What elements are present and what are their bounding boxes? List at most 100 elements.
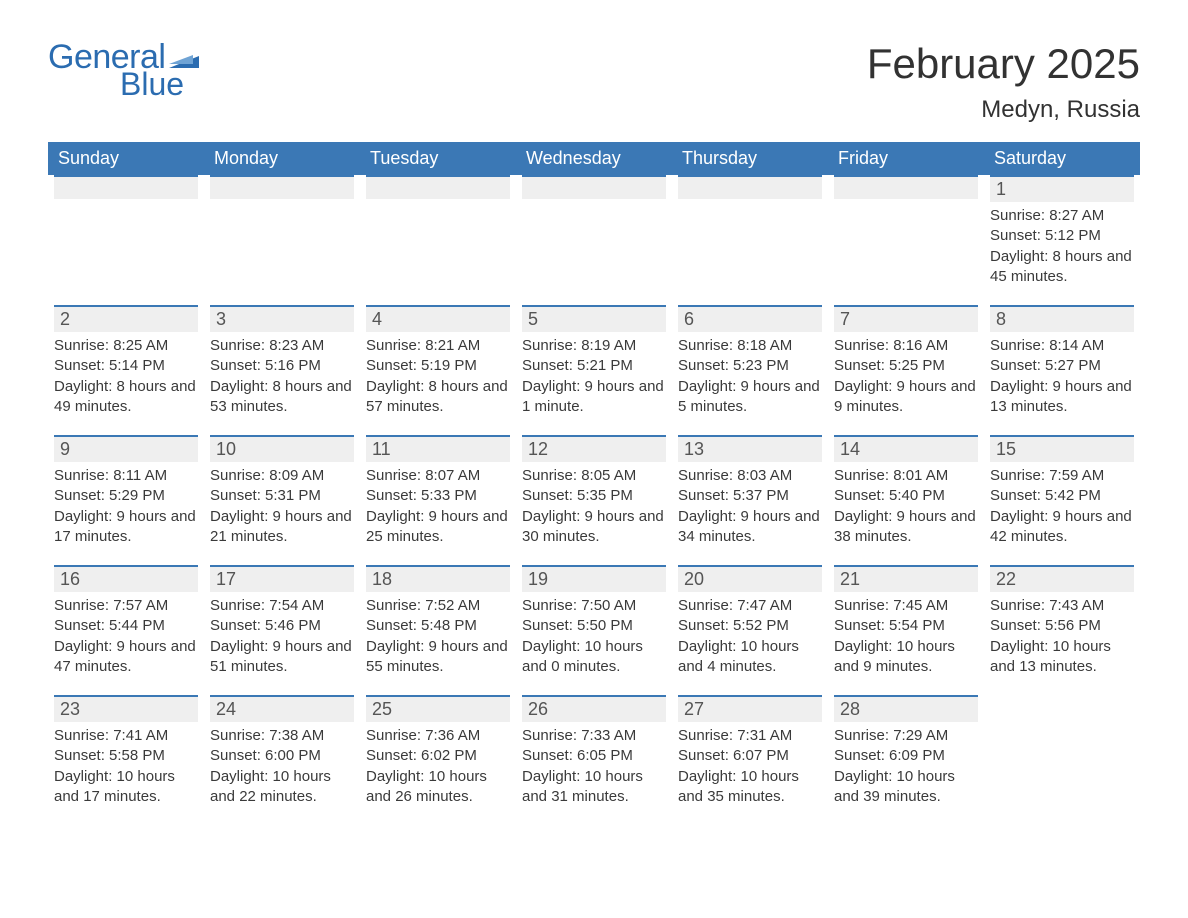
daylight-line: Daylight: 9 hours and 42 minutes.	[990, 507, 1134, 548]
sunset-line: Sunset: 5:12 PM	[990, 226, 1134, 246]
sunset-line: Sunset: 5:52 PM	[678, 616, 822, 636]
daylight-line: Daylight: 10 hours and 17 minutes.	[54, 767, 198, 808]
sunrise-line: Sunrise: 8:18 AM	[678, 336, 822, 356]
day-header-wednesday: Wednesday	[516, 142, 672, 175]
calendar-cell: 21Sunrise: 7:45 AMSunset: 5:54 PMDayligh…	[828, 565, 984, 695]
month-title: February 2025	[867, 40, 1140, 88]
calendar-cell: 18Sunrise: 7:52 AMSunset: 5:48 PMDayligh…	[360, 565, 516, 695]
daylight-line: Daylight: 10 hours and 22 minutes.	[210, 767, 354, 808]
calendar-cell: 24Sunrise: 7:38 AMSunset: 6:00 PMDayligh…	[204, 695, 360, 825]
calendar-cell: 5Sunrise: 8:19 AMSunset: 5:21 PMDaylight…	[516, 305, 672, 435]
day-number: 17	[216, 569, 236, 589]
page-header: General Blue February 2025 Medyn, Russia	[48, 40, 1140, 124]
daylight-line: Daylight: 10 hours and 0 minutes.	[522, 637, 666, 678]
calendar-cell	[204, 175, 360, 305]
calendar-row: 1Sunrise: 8:27 AMSunset: 5:12 PMDaylight…	[48, 175, 1140, 305]
day-number: 23	[60, 699, 80, 719]
sunset-line: Sunset: 5:37 PM	[678, 486, 822, 506]
sunset-line: Sunset: 5:54 PM	[834, 616, 978, 636]
day-number: 3	[216, 309, 226, 329]
day-number: 20	[684, 569, 704, 589]
calendar-cell: 10Sunrise: 8:09 AMSunset: 5:31 PMDayligh…	[204, 435, 360, 565]
day-header-friday: Friday	[828, 142, 984, 175]
day-number: 28	[840, 699, 860, 719]
daylight-line: Daylight: 9 hours and 9 minutes.	[834, 377, 978, 418]
calendar-cell: 14Sunrise: 8:01 AMSunset: 5:40 PMDayligh…	[828, 435, 984, 565]
sunrise-line: Sunrise: 8:19 AM	[522, 336, 666, 356]
calendar-cell: 9Sunrise: 8:11 AMSunset: 5:29 PMDaylight…	[48, 435, 204, 565]
sunrise-line: Sunrise: 7:50 AM	[522, 596, 666, 616]
daylight-line: Daylight: 9 hours and 25 minutes.	[366, 507, 510, 548]
sunrise-line: Sunrise: 7:29 AM	[834, 726, 978, 746]
day-header-tuesday: Tuesday	[360, 142, 516, 175]
sunrise-line: Sunrise: 8:14 AM	[990, 336, 1134, 356]
day-number: 5	[528, 309, 538, 329]
day-header-saturday: Saturday	[984, 142, 1140, 175]
day-header-thursday: Thursday	[672, 142, 828, 175]
calendar-cell	[516, 175, 672, 305]
sunrise-line: Sunrise: 8:21 AM	[366, 336, 510, 356]
day-number: 13	[684, 439, 704, 459]
day-number: 11	[372, 439, 391, 459]
sunset-line: Sunset: 5:50 PM	[522, 616, 666, 636]
day-number: 25	[372, 699, 392, 719]
calendar-cell: 6Sunrise: 8:18 AMSunset: 5:23 PMDaylight…	[672, 305, 828, 435]
sunset-line: Sunset: 5:44 PM	[54, 616, 198, 636]
day-number: 2	[60, 309, 70, 329]
calendar-cell: 3Sunrise: 8:23 AMSunset: 5:16 PMDaylight…	[204, 305, 360, 435]
sunset-line: Sunset: 5:56 PM	[990, 616, 1134, 636]
calendar-cell	[828, 175, 984, 305]
sunset-line: Sunset: 6:09 PM	[834, 746, 978, 766]
sunrise-line: Sunrise: 8:03 AM	[678, 466, 822, 486]
daylight-line: Daylight: 9 hours and 21 minutes.	[210, 507, 354, 548]
day-number: 24	[216, 699, 236, 719]
day-number: 14	[840, 439, 860, 459]
location-label: Medyn, Russia	[867, 96, 1140, 124]
daylight-line: Daylight: 8 hours and 53 minutes.	[210, 377, 354, 418]
calendar-table: SundayMondayTuesdayWednesdayThursdayFrid…	[48, 142, 1140, 825]
sunrise-line: Sunrise: 7:33 AM	[522, 726, 666, 746]
daylight-line: Daylight: 8 hours and 57 minutes.	[366, 377, 510, 418]
daylight-line: Daylight: 10 hours and 35 minutes.	[678, 767, 822, 808]
calendar-cell: 23Sunrise: 7:41 AMSunset: 5:58 PMDayligh…	[48, 695, 204, 825]
sunset-line: Sunset: 6:00 PM	[210, 746, 354, 766]
day-number: 15	[996, 439, 1016, 459]
flag-icon	[169, 50, 199, 72]
calendar-cell: 22Sunrise: 7:43 AMSunset: 5:56 PMDayligh…	[984, 565, 1140, 695]
day-number: 19	[528, 569, 548, 589]
daylight-line: Daylight: 9 hours and 38 minutes.	[834, 507, 978, 548]
day-header-sunday: Sunday	[48, 142, 204, 175]
day-number: 9	[60, 439, 70, 459]
sunset-line: Sunset: 5:42 PM	[990, 486, 1134, 506]
day-number: 8	[996, 309, 1006, 329]
sunset-line: Sunset: 5:25 PM	[834, 356, 978, 376]
calendar-cell: 8Sunrise: 8:14 AMSunset: 5:27 PMDaylight…	[984, 305, 1140, 435]
daylight-line: Daylight: 9 hours and 5 minutes.	[678, 377, 822, 418]
sunset-line: Sunset: 6:07 PM	[678, 746, 822, 766]
daylight-line: Daylight: 8 hours and 45 minutes.	[990, 247, 1134, 288]
calendar-cell: 2Sunrise: 8:25 AMSunset: 5:14 PMDaylight…	[48, 305, 204, 435]
sunset-line: Sunset: 5:33 PM	[366, 486, 510, 506]
calendar-body: 1Sunrise: 8:27 AMSunset: 5:12 PMDaylight…	[48, 175, 1140, 825]
sunset-line: Sunset: 5:27 PM	[990, 356, 1134, 376]
daylight-line: Daylight: 9 hours and 47 minutes.	[54, 637, 198, 678]
sunrise-line: Sunrise: 7:45 AM	[834, 596, 978, 616]
logo-text-blue: Blue	[120, 68, 199, 100]
sunrise-line: Sunrise: 8:07 AM	[366, 466, 510, 486]
calendar-row: 23Sunrise: 7:41 AMSunset: 5:58 PMDayligh…	[48, 695, 1140, 825]
daylight-line: Daylight: 10 hours and 13 minutes.	[990, 637, 1134, 678]
calendar-cell: 25Sunrise: 7:36 AMSunset: 6:02 PMDayligh…	[360, 695, 516, 825]
sunrise-line: Sunrise: 8:23 AM	[210, 336, 354, 356]
calendar-cell	[672, 175, 828, 305]
calendar-cell: 13Sunrise: 8:03 AMSunset: 5:37 PMDayligh…	[672, 435, 828, 565]
daylight-line: Daylight: 9 hours and 30 minutes.	[522, 507, 666, 548]
calendar-cell	[48, 175, 204, 305]
sunrise-line: Sunrise: 8:11 AM	[54, 466, 198, 486]
sunset-line: Sunset: 5:40 PM	[834, 486, 978, 506]
calendar-cell: 15Sunrise: 7:59 AMSunset: 5:42 PMDayligh…	[984, 435, 1140, 565]
sunrise-line: Sunrise: 8:27 AM	[990, 206, 1134, 226]
daylight-line: Daylight: 9 hours and 17 minutes.	[54, 507, 198, 548]
sunset-line: Sunset: 6:05 PM	[522, 746, 666, 766]
day-number: 7	[840, 309, 850, 329]
sunrise-line: Sunrise: 8:25 AM	[54, 336, 198, 356]
